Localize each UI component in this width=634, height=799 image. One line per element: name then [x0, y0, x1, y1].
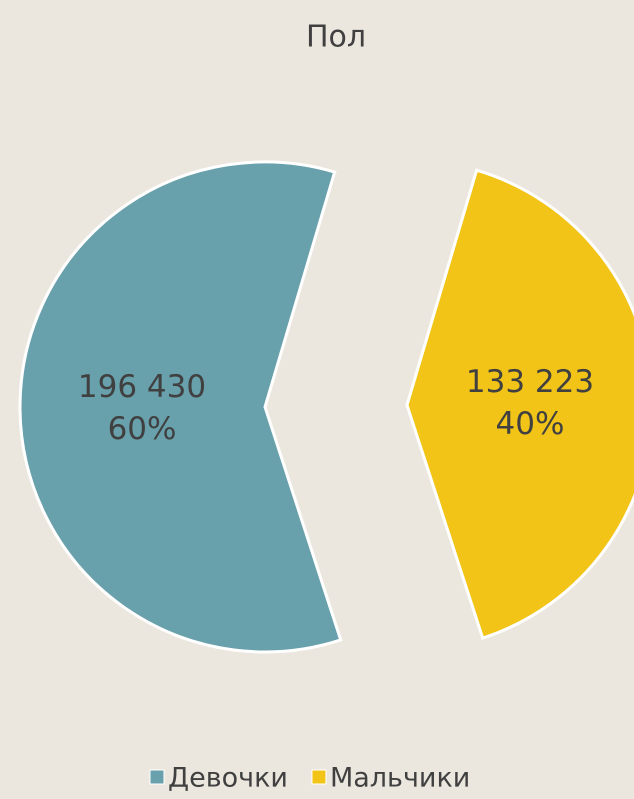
value-label: 133 223 — [466, 364, 594, 400]
legend-label: Девочки — [168, 763, 288, 794]
chart-title: Пол — [306, 20, 366, 55]
pie-slice — [405, 168, 634, 640]
legend-marker — [149, 769, 165, 785]
pie-slice — [18, 160, 343, 654]
percent-label: 60% — [108, 411, 177, 447]
legend-label: Мальчики — [330, 763, 470, 794]
value-label: 196 430 — [78, 369, 206, 405]
percent-label: 40% — [496, 406, 565, 442]
legend-marker — [311, 769, 327, 785]
